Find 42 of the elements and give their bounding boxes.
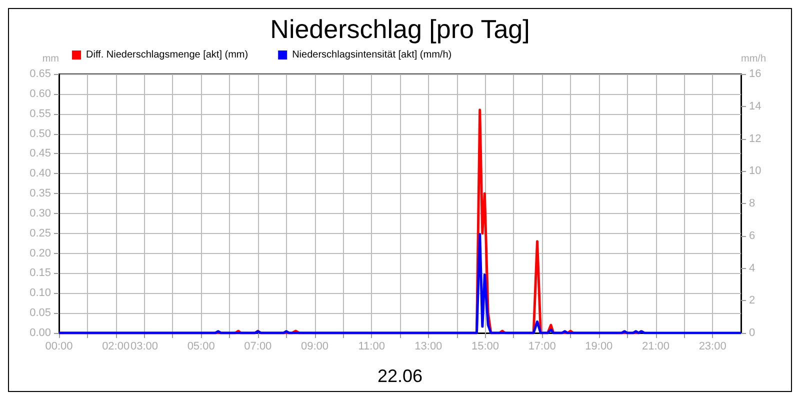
x-tick-label: 15:00	[471, 340, 500, 352]
y2-tick-label: 6	[749, 230, 756, 242]
x-tick-label: 11:00	[358, 340, 385, 352]
y2-tick-label: 0	[749, 327, 756, 339]
y2-axis-title: mm/h	[741, 54, 766, 64]
y-tick-label: 0.10	[30, 287, 51, 300]
y2-tick-label: 14	[749, 100, 762, 112]
y2-tick-label: 4	[749, 262, 756, 274]
x-tick-label: 17:00	[528, 340, 556, 352]
y-tick-label: 0.40	[30, 168, 51, 180]
y-tick-label: 0.50	[30, 128, 51, 140]
y-tick-label: 0.45	[30, 148, 51, 160]
chart-title: Niederschlag [pro Tag]	[270, 14, 530, 44]
x-tick-label: 09:00	[300, 340, 329, 352]
y-tick-label: 0.65	[30, 68, 51, 80]
y-tick-label: 0.30	[30, 207, 51, 220]
y2-tick-label: 12	[749, 132, 762, 145]
x-axis-title: 22.06	[377, 366, 423, 386]
x-tick-label: 05:00	[187, 340, 215, 352]
y-tick-label: 0.05	[30, 307, 51, 320]
x-tick-label: 23:00	[698, 340, 726, 352]
y-tick-label: 0.55	[30, 108, 51, 120]
x-tick-label: 21:00	[642, 340, 670, 352]
x-tick-label: 03:00	[130, 340, 158, 352]
x-tick-label: 13:00	[414, 340, 442, 352]
y-tick-label: 0.60	[30, 88, 51, 100]
legend-label: Niederschlagsintensität [akt] (mm/h)	[292, 50, 452, 60]
y2-tick-label: 10	[749, 165, 762, 178]
x-tick-label: 19:00	[585, 340, 613, 352]
legend-label: Diff. Niederschlagsmenge [akt] (mm)	[86, 50, 248, 60]
x-tick-label: 02:00	[102, 340, 130, 352]
y-tick-label: 0.15	[30, 267, 51, 280]
y2-tick-label: 16	[749, 68, 762, 80]
y2-tick-label: 2	[749, 294, 756, 307]
x-tick-label: 07:00	[244, 340, 272, 352]
y-axis-title: mm	[42, 54, 59, 64]
y-tick-label: 0.35	[30, 188, 51, 200]
x-tick-label: 00:00	[45, 340, 73, 352]
y-tick-label: 0.20	[30, 247, 51, 260]
y2-tick-label: 8	[749, 198, 756, 210]
y-tick-label: 0.00	[30, 327, 51, 339]
y-tick-label: 0.25	[30, 227, 51, 240]
